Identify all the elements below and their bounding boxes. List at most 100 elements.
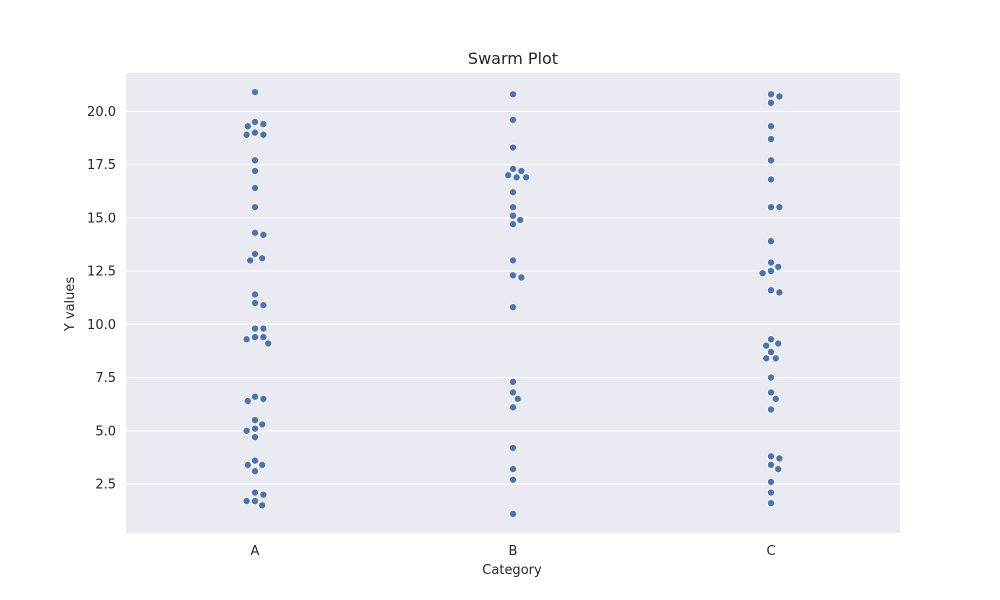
data-point-c [758,269,767,278]
data-point-a [259,120,268,129]
data-point-c [767,388,776,397]
data-points [242,88,784,518]
data-point-c [771,354,780,363]
data-point-b [508,388,517,397]
data-point-c [767,477,776,486]
data-point-c [767,237,776,246]
data-point-c [767,286,776,295]
data-point-a [242,497,251,506]
data-point-c [774,465,783,474]
data-point-c [767,267,776,276]
data-point-b [508,164,517,173]
data-point-b [508,475,517,484]
data-point-b [508,90,517,99]
data-point-a [250,424,259,433]
x-tick-label: C [766,544,775,559]
data-point-a [264,339,273,348]
x-tick-labels: A B C [251,544,776,559]
data-point-a [250,183,259,192]
data-point-a [259,301,268,310]
data-point-a [250,88,259,97]
data-point-a [250,166,259,175]
y-tick-label: 5.0 [95,424,116,439]
y-tick-label: 20.0 [87,105,116,120]
data-point-a [250,497,259,506]
data-point-b [508,271,517,280]
data-point-a [258,254,267,263]
data-point-a [250,228,259,237]
data-point-a [250,117,259,126]
data-point-c [767,499,776,508]
data-point-a [242,426,251,435]
data-point-a [243,460,252,469]
chart-title: Swarm Plot [468,49,558,68]
data-point-b [508,220,517,229]
data-point-a [250,488,259,497]
data-point-b [504,171,513,180]
data-point-a [250,324,259,333]
y-tick-label: 10.0 [87,318,116,333]
data-point-b [517,166,526,175]
data-point-b [508,443,517,452]
data-point-b [508,203,517,212]
data-point-c [767,488,776,497]
data-point-b [517,273,526,282]
y-tick-labels: 2.5 5.0 7.5 10.0 12.5 15.0 17.5 20.0 [87,105,116,493]
data-point-b [508,188,517,197]
data-point-a [259,230,268,239]
data-point-c [775,92,784,101]
data-point-b [508,465,517,474]
data-point-c [775,203,784,212]
data-point-c [775,288,784,297]
data-point-c [771,394,780,403]
y-tick-label: 2.5 [95,478,116,493]
data-point-a [259,394,268,403]
data-point-a [250,467,259,476]
data-point-b [508,509,517,518]
y-tick-label: 7.5 [95,371,116,386]
data-point-a [250,333,259,342]
data-point-c [767,405,776,414]
data-point-c [767,90,776,99]
data-point-b [508,211,517,220]
data-point-a [259,130,268,139]
data-point-b [508,143,517,152]
x-axis-label: Category [482,563,542,578]
data-point-b [508,303,517,312]
data-point-a [243,396,252,405]
data-point-c [762,341,771,350]
data-point-b [516,215,525,224]
data-point-a [258,460,267,469]
data-point-c [767,175,776,184]
y-tick-label: 12.5 [87,265,116,280]
data-point-c [767,203,776,212]
data-point-a [259,324,268,333]
data-point-a [250,416,259,425]
data-point-c [774,339,783,348]
data-point-a [250,128,259,137]
data-point-a [258,420,267,429]
data-point-a [250,156,259,165]
data-point-a [250,456,259,465]
data-point-a [250,433,259,442]
data-point-c [767,98,776,107]
data-point-b [508,256,517,265]
data-point-a [243,122,252,131]
data-point-c [767,460,776,469]
data-point-b [522,173,531,182]
y-tick-label: 17.5 [87,158,116,173]
data-point-a [242,130,251,139]
x-tick-label: A [251,544,260,559]
data-point-a [250,290,259,299]
data-point-a [259,333,268,342]
data-point-a [259,490,268,499]
data-point-a [250,298,259,307]
data-point-a [250,250,259,259]
data-point-c [767,335,776,344]
y-axis-label: Y values [63,277,78,333]
data-point-b [508,377,517,386]
data-point-b [513,394,522,403]
data-point-b [508,403,517,412]
data-point-c [767,452,776,461]
